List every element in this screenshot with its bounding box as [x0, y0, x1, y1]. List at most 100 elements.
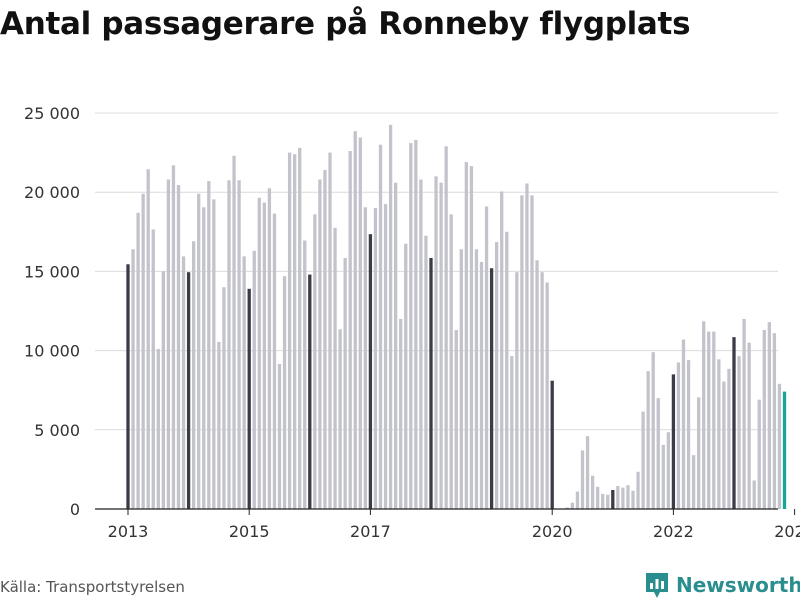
- bar: [712, 331, 716, 509]
- bar: [464, 162, 468, 509]
- bar: [580, 450, 585, 509]
- bar: [601, 493, 605, 509]
- bar: [161, 271, 165, 509]
- y-tick-label: 20 000: [24, 183, 80, 202]
- bar: [353, 131, 357, 509]
- bar: [681, 339, 686, 509]
- bar: [192, 241, 196, 510]
- bar: [217, 341, 221, 509]
- bar: [136, 212, 140, 510]
- bar: [459, 249, 463, 509]
- bar: [293, 154, 297, 509]
- axis-labels: 0 5 000 10 000 15 000 20 000 25 000 2013 2015 20…: [24, 0, 800, 541]
- bar: [308, 274, 312, 509]
- bar: [343, 257, 347, 509]
- bar: [631, 490, 635, 509]
- bar: [590, 475, 595, 509]
- bar: [707, 331, 711, 509]
- bar: [247, 288, 251, 509]
- bar: [156, 349, 160, 509]
- bar: [166, 179, 171, 509]
- bar: [671, 374, 676, 509]
- bar: [252, 250, 256, 509]
- bar: [742, 318, 746, 509]
- x-axis: [95, 508, 796, 515]
- bar: [676, 362, 681, 509]
- bar: [237, 180, 241, 509]
- bar: [484, 206, 489, 509]
- bar: [409, 143, 413, 509]
- bar: [449, 214, 453, 509]
- x-tick-label: 2017: [350, 522, 391, 541]
- bar: [646, 371, 650, 509]
- bar: [535, 260, 539, 509]
- x-tick-label: 2020: [532, 522, 573, 541]
- bar: [429, 257, 433, 509]
- bar: [697, 397, 701, 509]
- chart-title: Antal passagerare på Ronneby flygplats: [0, 6, 691, 42]
- bar: [131, 249, 135, 509]
- bar: [641, 411, 645, 509]
- bar: [414, 139, 418, 509]
- bar: [469, 166, 474, 509]
- brand-logo: Newsworthy: [644, 570, 800, 600]
- bar: [434, 176, 438, 510]
- bar: [621, 487, 625, 509]
- bar: [666, 432, 670, 509]
- bar: [363, 207, 367, 509]
- bar: [181, 256, 186, 509]
- bar: [232, 155, 236, 509]
- bar: [656, 398, 660, 509]
- bar: [348, 151, 352, 509]
- bar: [767, 322, 771, 509]
- bar: [444, 146, 448, 509]
- bar: [500, 191, 504, 509]
- bar: [277, 364, 282, 509]
- bar: [530, 195, 534, 509]
- bar: [207, 181, 211, 510]
- bar: [651, 352, 655, 509]
- bar: [282, 276, 287, 509]
- bar: [383, 204, 388, 509]
- y-tick-label: 10 000: [24, 342, 80, 361]
- y-tick-label: 15 000: [24, 262, 80, 281]
- bar: [298, 147, 302, 509]
- bar: [762, 330, 766, 509]
- bar: [727, 368, 731, 509]
- bar: [388, 124, 393, 509]
- bar: [585, 436, 590, 509]
- bar: [439, 182, 443, 509]
- bar: [424, 235, 428, 509]
- bar: [146, 169, 150, 510]
- bar: [176, 185, 181, 509]
- bar: [737, 356, 741, 509]
- bar: [474, 249, 479, 509]
- bar: [171, 165, 176, 509]
- bar: [702, 321, 706, 509]
- bar: [323, 170, 327, 509]
- bar: [267, 188, 272, 510]
- bar: [545, 282, 549, 509]
- bar: [505, 231, 509, 510]
- bar: [257, 197, 261, 510]
- y-tick-label: 25 000: [24, 104, 80, 123]
- bar: [222, 287, 226, 509]
- bar: [606, 494, 610, 509]
- bar: [752, 480, 756, 509]
- bar: [318, 179, 322, 509]
- bar: [454, 330, 458, 509]
- bar: [717, 359, 721, 509]
- y-tick-label: 0: [70, 500, 80, 519]
- x-tick-label: 2015: [229, 522, 270, 541]
- bar: [368, 234, 373, 509]
- bar: [722, 381, 726, 509]
- y-tick-label: 5 000: [34, 421, 80, 440]
- bar: [373, 208, 378, 510]
- bar: [747, 342, 751, 509]
- bar: [287, 152, 292, 509]
- bar: [186, 272, 191, 509]
- bar: [495, 242, 499, 509]
- bar: [489, 268, 494, 509]
- bar: [661, 444, 665, 509]
